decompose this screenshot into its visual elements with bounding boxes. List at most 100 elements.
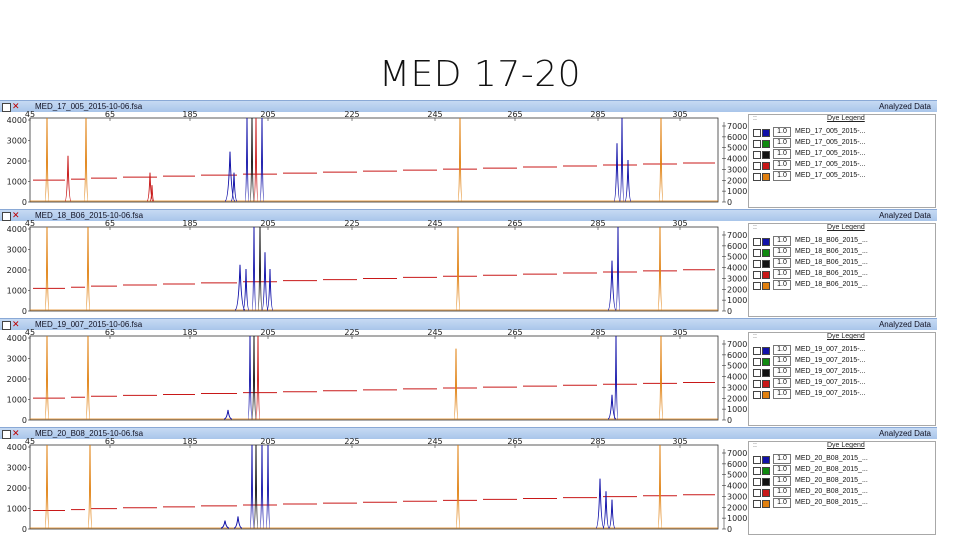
- peak-blue: [259, 444, 265, 529]
- scale-value[interactable]: 1.0: [773, 367, 791, 377]
- x-tick-label: 265: [507, 438, 522, 446]
- legend-row-checkbox[interactable]: [753, 456, 761, 464]
- electropherogram-plot[interactable]: 45 65 185 205 225 245 265 285 305400030002000100…: [0, 111, 748, 208]
- select-checkbox[interactable]: [2, 103, 11, 112]
- dye-color-swatch: [762, 380, 770, 388]
- legend-row[interactable]: 1.0 MED_20_B08_2015_...: [753, 487, 933, 497]
- dye-color-swatch: [762, 238, 770, 246]
- legend-row-checkbox[interactable]: [753, 347, 761, 355]
- legend-row[interactable]: 1.0 MED_18_B06_2015_...: [753, 269, 933, 279]
- x-tick-label: 225: [344, 438, 359, 446]
- y-axis: 4000 3000 2000 1000 0: [7, 225, 30, 316]
- legend-row[interactable]: 1.0 MED_19_007_2015-...: [753, 345, 933, 355]
- legend-row[interactable]: 1.0 MED_17_005_2015-...: [753, 127, 933, 137]
- legend-row[interactable]: 1.0 MED_18_B06_2015_...: [753, 236, 933, 246]
- x-tick-label: 45: [25, 111, 35, 119]
- dye-toggle-icon[interactable]: ✕: [12, 319, 20, 329]
- right-tick-label: 4000: [727, 264, 747, 273]
- legend-row[interactable]: 1.0 MED_17_005_2015-...: [753, 149, 933, 159]
- legend-row[interactable]: 1.0 MED_18_B06_2015_...: [753, 258, 933, 268]
- peak-orange: [85, 226, 91, 311]
- peak-blue: [608, 499, 616, 529]
- legend-row[interactable]: 1.0 MED_17_005_2015-...: [753, 138, 933, 148]
- select-checkbox[interactable]: [2, 430, 11, 439]
- electropherogram-plot[interactable]: 45 65 185 205 225 245 265 285 305400030002000100…: [0, 329, 748, 426]
- scale-value[interactable]: 1.0: [773, 454, 791, 464]
- legend-row[interactable]: 1.0 MED_20_B08_2015_...: [753, 476, 933, 486]
- legend-row-checkbox[interactable]: [753, 489, 761, 497]
- legend-row[interactable]: 1.0 MED_20_B08_2015_...: [753, 454, 933, 464]
- legend-row[interactable]: 1.0 MED_19_007_2015-...: [753, 356, 933, 366]
- peak-black: [253, 444, 259, 529]
- legend-grip-icon: ::: [753, 442, 757, 449]
- legend-row[interactable]: 1.0 MED_18_B06_2015_...: [753, 280, 933, 290]
- legend-row-checkbox[interactable]: [753, 380, 761, 388]
- x-tick-label: 65: [105, 438, 115, 446]
- legend-row[interactable]: 1.0 MED_17_005_2015-...: [753, 171, 933, 181]
- scale-value[interactable]: 1.0: [773, 171, 791, 181]
- electropherogram-plot[interactable]: 45 65 185 205 225 245 265 285 305400030002000100…: [0, 438, 748, 535]
- dye-toggle-icon[interactable]: ✕: [12, 101, 20, 111]
- legend-row-checkbox[interactable]: [753, 391, 761, 399]
- legend-sample-name: MED_19_007_2015-...: [795, 357, 866, 364]
- legend-row-checkbox[interactable]: [753, 358, 761, 366]
- dye-toggle-icon[interactable]: ✕: [12, 210, 20, 220]
- peak-red: [146, 172, 154, 202]
- legend-row[interactable]: 1.0 MED_19_007_2015-...: [753, 367, 933, 377]
- legend-row-checkbox[interactable]: [753, 271, 761, 279]
- scale-value[interactable]: 1.0: [773, 389, 791, 399]
- scale-value[interactable]: 1.0: [773, 465, 791, 475]
- plot-area: [29, 226, 719, 312]
- legend-sample-name: MED_19_007_2015-...: [795, 379, 866, 386]
- legend-row-checkbox[interactable]: [753, 140, 761, 148]
- scale-value[interactable]: 1.0: [773, 127, 791, 137]
- legend-row[interactable]: 1.0 MED_20_B08_2015_...: [753, 498, 933, 508]
- legend-row[interactable]: 1.0 MED_19_007_2015-...: [753, 389, 933, 399]
- legend-row-checkbox[interactable]: [753, 249, 761, 257]
- select-checkbox[interactable]: [2, 212, 11, 221]
- scale-value[interactable]: 1.0: [773, 476, 791, 486]
- legend-row-checkbox[interactable]: [753, 500, 761, 508]
- x-tick-label: 305: [672, 111, 687, 119]
- select-checkbox[interactable]: [2, 321, 11, 330]
- legend-row[interactable]: 1.0 MED_18_B06_2015_...: [753, 247, 933, 257]
- legend-row-checkbox[interactable]: [753, 478, 761, 486]
- legend-row-checkbox[interactable]: [753, 162, 761, 170]
- legend-grip-icon: ::: [753, 333, 757, 340]
- scale-value[interactable]: 1.0: [773, 236, 791, 246]
- scale-value[interactable]: 1.0: [773, 160, 791, 170]
- scale-value[interactable]: 1.0: [773, 356, 791, 366]
- legend-row[interactable]: 1.0 MED_20_B08_2015_...: [753, 465, 933, 475]
- legend-row-checkbox[interactable]: [753, 282, 761, 290]
- legend-row-checkbox[interactable]: [753, 467, 761, 475]
- scale-value[interactable]: 1.0: [773, 149, 791, 159]
- dye-color-swatch: [762, 478, 770, 486]
- x-axis: 45 65 185 205 225 245 265 285 305: [25, 111, 688, 121]
- legend-row-checkbox[interactable]: [753, 369, 761, 377]
- scale-value[interactable]: 1.0: [773, 280, 791, 290]
- y-tick-label: 1000: [7, 396, 27, 405]
- legend-row[interactable]: 1.0 MED_19_007_2015-...: [753, 378, 933, 388]
- scale-value[interactable]: 1.0: [773, 498, 791, 508]
- legend-row-checkbox[interactable]: [753, 151, 761, 159]
- peak-red: [255, 335, 261, 420]
- legend-row-checkbox[interactable]: [753, 173, 761, 181]
- scale-value[interactable]: 1.0: [773, 258, 791, 268]
- scale-value[interactable]: 1.0: [773, 247, 791, 257]
- dye-toggle-icon[interactable]: ✕: [12, 428, 20, 438]
- legend-row-checkbox[interactable]: [753, 129, 761, 137]
- legend-row-checkbox[interactable]: [753, 238, 761, 246]
- scale-value[interactable]: 1.0: [773, 487, 791, 497]
- peak-blue: [613, 143, 621, 202]
- data-type-label: Analyzed Data: [878, 102, 931, 111]
- peak-blue: [602, 491, 610, 529]
- legend-row[interactable]: 1.0 MED_17_005_2015-...: [753, 160, 933, 170]
- electropherogram-plot[interactable]: 45 65 185 205 225 245 265 285 305400030002000100…: [0, 220, 748, 317]
- scale-value[interactable]: 1.0: [773, 345, 791, 355]
- scale-value[interactable]: 1.0: [773, 138, 791, 148]
- scale-value[interactable]: 1.0: [773, 269, 791, 279]
- scale-value[interactable]: 1.0: [773, 378, 791, 388]
- legend-row-checkbox[interactable]: [753, 260, 761, 268]
- x-tick-label: 245: [427, 111, 442, 119]
- legend-sample-name: MED_18_B06_2015_...: [795, 237, 868, 244]
